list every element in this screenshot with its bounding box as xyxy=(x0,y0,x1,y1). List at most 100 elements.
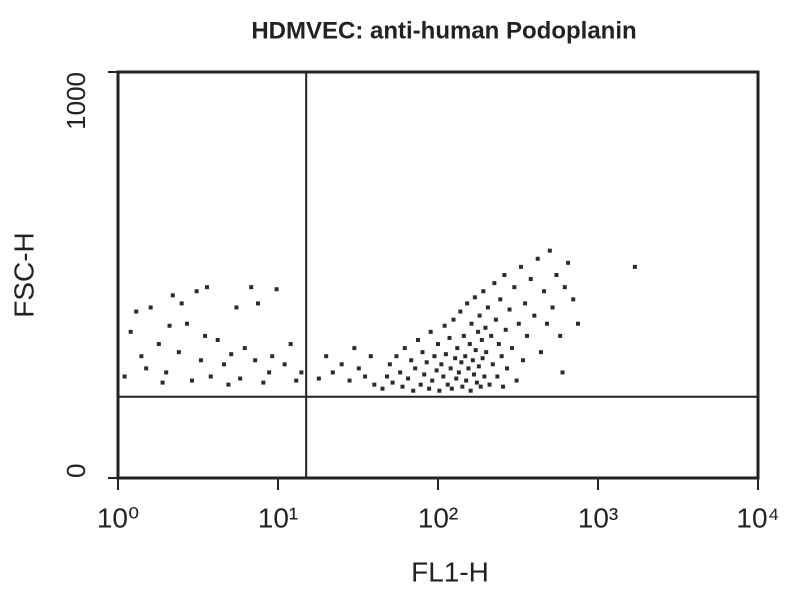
data-point xyxy=(469,321,474,326)
data-point xyxy=(490,362,495,367)
data-point xyxy=(167,323,172,328)
data-point xyxy=(483,325,488,330)
data-point xyxy=(324,354,329,359)
data-point xyxy=(472,372,477,377)
data-point xyxy=(532,313,537,318)
data-point xyxy=(547,248,552,253)
data-point xyxy=(448,366,453,371)
data-point xyxy=(198,358,203,363)
data-point xyxy=(430,378,435,383)
data-point xyxy=(409,358,414,363)
data-point xyxy=(134,309,139,314)
data-point xyxy=(465,301,470,306)
data-point xyxy=(434,368,439,373)
data-point xyxy=(411,388,416,393)
data-point xyxy=(256,301,261,306)
data-point xyxy=(299,370,304,375)
data-point xyxy=(294,378,299,383)
data-point xyxy=(194,289,199,294)
data-point xyxy=(122,374,127,379)
data-point xyxy=(571,297,576,302)
data-point xyxy=(400,384,405,389)
x-axis-label: FL1-H xyxy=(411,556,489,587)
data-point xyxy=(514,378,519,383)
data-point xyxy=(288,342,293,347)
data-point xyxy=(492,281,497,286)
data-point xyxy=(480,356,485,361)
data-point xyxy=(238,376,243,381)
data-point xyxy=(156,342,161,347)
data-point xyxy=(164,370,169,375)
x-tick-label: 10⁰ xyxy=(97,502,139,533)
data-point xyxy=(406,376,411,381)
data-point xyxy=(503,327,508,332)
data-point xyxy=(493,317,498,322)
data-point xyxy=(179,301,184,306)
data-point xyxy=(128,329,133,334)
data-point xyxy=(463,354,468,359)
data-point xyxy=(505,366,510,371)
data-point xyxy=(420,350,425,355)
data-point xyxy=(498,297,503,302)
data-point xyxy=(501,384,506,389)
data-point xyxy=(445,382,450,387)
data-point xyxy=(538,350,543,355)
data-point xyxy=(544,321,549,326)
data-point xyxy=(451,317,456,322)
data-point xyxy=(516,321,521,326)
data-point xyxy=(442,323,447,328)
data-point xyxy=(509,346,514,351)
plot-frame xyxy=(116,70,760,480)
data-point xyxy=(455,346,460,351)
x-tick-label: 10² xyxy=(418,502,458,533)
data-point xyxy=(558,333,563,338)
data-point xyxy=(208,374,213,379)
data-point xyxy=(339,362,344,367)
data-point xyxy=(482,374,487,379)
data-point xyxy=(487,382,492,387)
data-point xyxy=(387,362,392,367)
data-point xyxy=(528,277,533,282)
y-tick-label: 0 xyxy=(61,464,91,478)
x-tick-label: 10⁴ xyxy=(736,502,779,533)
data-point xyxy=(189,378,194,383)
data-point xyxy=(467,342,472,347)
data-point xyxy=(160,380,165,385)
data-point xyxy=(253,358,258,363)
data-point xyxy=(203,333,208,338)
data-point xyxy=(476,364,481,369)
x-tick-label: 10³ xyxy=(578,502,618,533)
data-point xyxy=(479,337,484,342)
data-point xyxy=(372,382,377,387)
data-point xyxy=(282,362,287,367)
data-point xyxy=(562,285,567,290)
data-point xyxy=(560,370,565,375)
data-point xyxy=(507,307,512,312)
data-point xyxy=(226,382,231,387)
data-point xyxy=(380,386,385,391)
data-point xyxy=(461,333,466,338)
data-point xyxy=(518,264,523,269)
data-point xyxy=(274,287,279,292)
data-point xyxy=(368,354,373,359)
data-point xyxy=(441,374,446,379)
data-point xyxy=(427,386,432,391)
data-point xyxy=(356,366,361,371)
data-point xyxy=(205,285,210,290)
data-point xyxy=(148,305,153,310)
data-point xyxy=(458,309,463,314)
data-point xyxy=(422,372,427,377)
data-point xyxy=(424,360,429,365)
data-point xyxy=(447,335,452,340)
data-point xyxy=(215,337,220,342)
data-point xyxy=(402,346,407,351)
data-point xyxy=(499,354,504,359)
data-point xyxy=(449,386,454,391)
data-point xyxy=(437,388,442,393)
data-point xyxy=(390,380,395,385)
data-point xyxy=(550,305,555,310)
data-point xyxy=(416,337,421,342)
data-point xyxy=(267,370,272,375)
data-point xyxy=(535,256,540,261)
